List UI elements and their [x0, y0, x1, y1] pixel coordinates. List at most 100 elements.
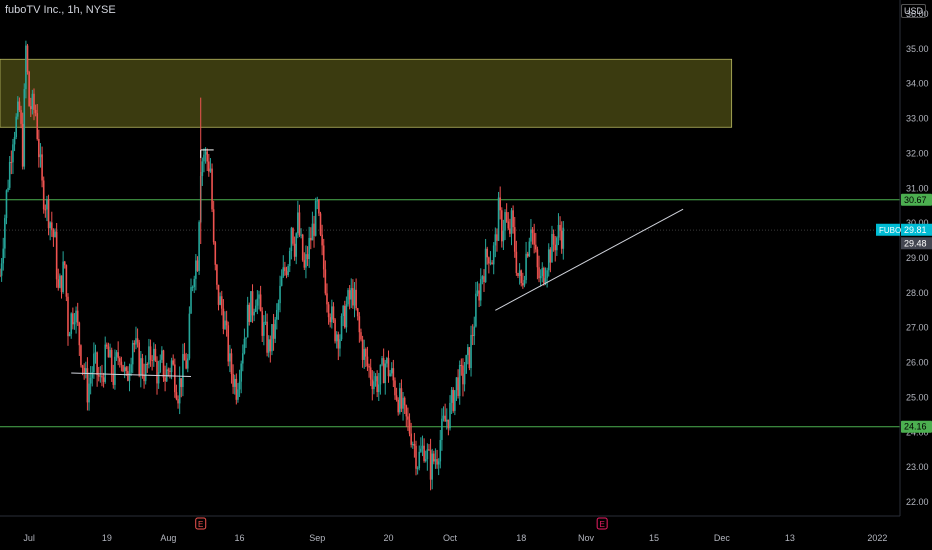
candle-body-161: [259, 294, 262, 312]
x-tick-label-0: Jul: [23, 533, 35, 543]
candle-body-40: [63, 261, 66, 266]
prev-price-badge: [901, 237, 932, 250]
candle-body-332: [536, 249, 539, 268]
candle-body-290: [468, 347, 471, 369]
candle-body-187: [301, 234, 304, 261]
candle-body-299: [483, 276, 485, 283]
candle-body-141: [227, 325, 230, 362]
candle-body-55: [88, 383, 90, 403]
candle-body-151: [243, 338, 246, 354]
candle-body-298: [481, 276, 484, 280]
candle-body-252: [407, 416, 409, 420]
candle-body-210: [339, 339, 341, 349]
candle-body-109: [175, 392, 178, 400]
candle-body-105: [169, 370, 171, 373]
candle-body-237: [382, 358, 385, 384]
candle-body-111: [178, 378, 181, 404]
candle-body-179: [288, 251, 291, 267]
candle-body-86: [138, 342, 141, 376]
candle-body-257: [415, 445, 417, 469]
candle-body-149: [240, 363, 242, 382]
candle-body-293: [473, 326, 476, 336]
candle-body-345: [557, 224, 560, 238]
candle-body-302: [488, 257, 490, 264]
candle-body-62: [99, 375, 102, 377]
candle-body-91: [146, 363, 149, 365]
trendline-1: [71, 372, 192, 378]
candle-body-294: [475, 293, 477, 327]
candle-body-253: [408, 419, 411, 434]
candle-body-17: [26, 45, 29, 72]
candle-body-255: [411, 443, 414, 445]
candle-body-119: [191, 286, 194, 288]
candle-body-95: [152, 348, 155, 361]
candle-body-138: [222, 308, 225, 329]
candle-body-153: [246, 304, 249, 338]
currency-label[interactable]: USD: [900, 4, 926, 18]
candle-body-160: [258, 294, 260, 299]
candle-body-303: [489, 262, 492, 264]
candle-body-225: [363, 349, 366, 360]
candle-body-280: [452, 389, 455, 411]
candle-body-1: [0, 263, 3, 276]
candle-body-7: [10, 161, 13, 163]
candle-body-229: [369, 367, 372, 380]
candle-body-51: [81, 365, 84, 368]
candle-body-240: [387, 358, 390, 377]
candle-body-217: [350, 288, 353, 300]
candle-body-25: [39, 154, 42, 158]
candle-body-53: [84, 368, 87, 374]
candle-body-287: [463, 373, 466, 385]
candle-body-70: [112, 373, 115, 385]
candle-body-317: [512, 210, 514, 228]
x-tick-label-3: 16: [235, 533, 245, 543]
candle-body-199: [321, 234, 323, 246]
candle-body-335: [541, 267, 544, 277]
candle-body-206: [332, 306, 335, 320]
candle-body-341: [551, 233, 553, 263]
candle-body-251: [405, 405, 408, 417]
candle-body-150: [242, 353, 244, 364]
candle-body-50: [80, 345, 82, 366]
candle-body-156: [251, 291, 254, 316]
candle-body-144: [232, 374, 234, 387]
candle-body-78: [125, 367, 128, 371]
x-tick-label-12: 2022: [867, 533, 887, 543]
candle-body-246: [397, 399, 400, 413]
candle-body-137: [220, 296, 223, 309]
candle-body-331: [534, 244, 537, 250]
candle-body-310: [500, 210, 503, 242]
candle-body-47: [75, 310, 77, 323]
candle-body-16: [25, 45, 27, 90]
candle-body-169: [272, 324, 275, 339]
candle-body-79: [127, 370, 129, 381]
y-tick-label-6: 30.00: [906, 218, 929, 228]
candle-body-154: [248, 304, 251, 322]
candle-body-235: [379, 364, 382, 385]
candle-body-39: [62, 261, 64, 293]
candle-body-321: [518, 270, 521, 276]
candle-body-180: [290, 228, 293, 252]
y-tick-label-9: 27.00: [906, 323, 929, 333]
candle-body-60: [96, 352, 98, 375]
candle-body-348: [562, 227, 565, 249]
candle-body-102: [164, 377, 166, 382]
candle-body-342: [552, 233, 555, 245]
candle-body-314: [507, 221, 510, 229]
candle-body-267: [431, 453, 433, 480]
candle-body-282: [455, 377, 458, 391]
candle-body-277: [447, 419, 450, 429]
candle-body-106: [170, 360, 173, 373]
candle-body-114: [183, 354, 186, 361]
earnings-marker-1: [596, 517, 608, 530]
candle-body-228: [368, 365, 370, 368]
level-badge-label-1: 24.16: [904, 422, 927, 432]
candle-body-283: [457, 377, 459, 396]
candle-body-77: [123, 367, 126, 372]
candle-body-178: [287, 266, 289, 276]
earnings-marker-0: [195, 517, 207, 530]
candle-body-234: [377, 384, 380, 393]
candle-body-148: [238, 381, 241, 390]
candle-body-218: [352, 288, 354, 306]
